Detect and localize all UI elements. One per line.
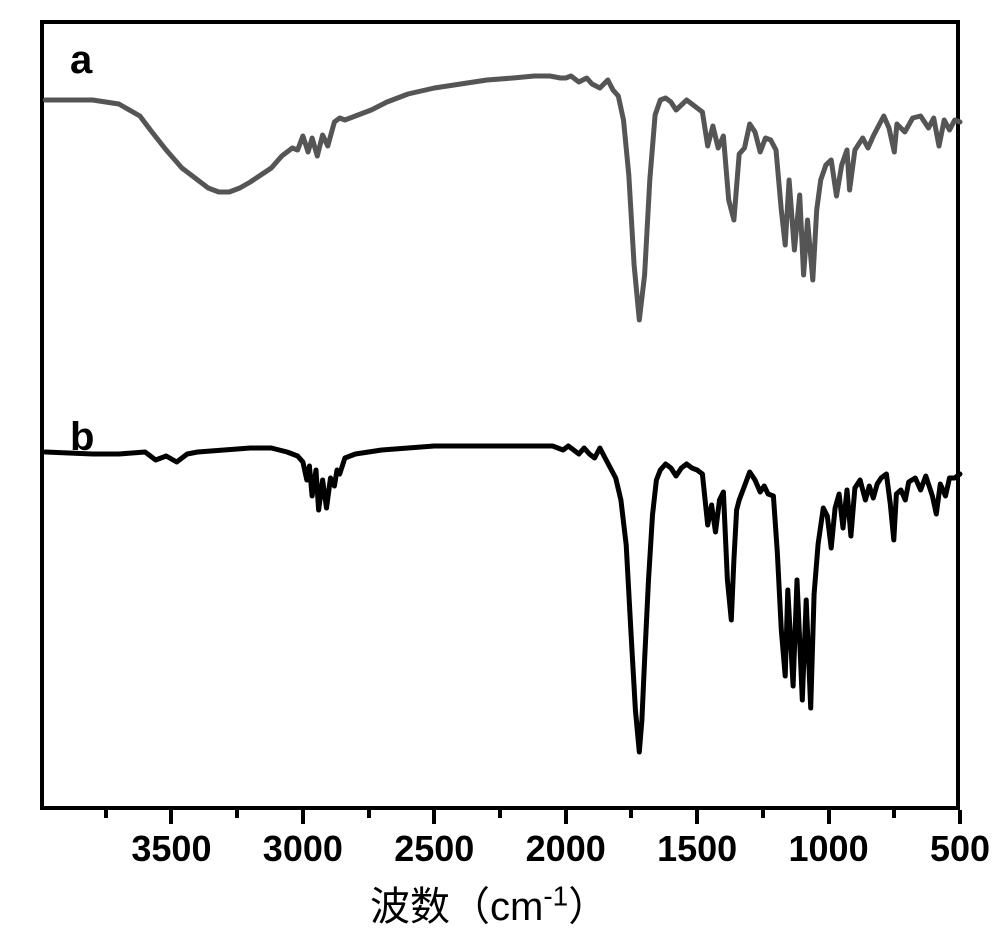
x-tick-label: 3500 — [131, 828, 211, 870]
x-tick-label: 2000 — [526, 828, 606, 870]
x-tick-minor — [367, 810, 371, 818]
x-axis-label: 波数（cm-1） — [370, 874, 608, 932]
x-axis-label-close: ） — [568, 885, 608, 929]
x-tick-label: 2500 — [394, 828, 474, 870]
x-tick-label: 3000 — [263, 828, 343, 870]
x-axis-label-text: 波数（cm — [370, 885, 543, 929]
x-tick-minor — [235, 810, 239, 818]
trace-label-b: b — [70, 415, 94, 460]
x-tick-label: 1500 — [657, 828, 737, 870]
x-tick-major — [827, 810, 831, 824]
x-tick-major — [432, 810, 436, 824]
x-tick-minor — [629, 810, 633, 818]
x-tick-minor — [104, 810, 108, 818]
x-tick-major — [169, 810, 173, 824]
spectrum-b — [40, 20, 960, 810]
x-axis-label-sup: -1 — [543, 881, 568, 912]
x-tick-major — [695, 810, 699, 824]
x-tick-major — [301, 810, 305, 824]
x-tick-major — [564, 810, 568, 824]
x-tick-label: 500 — [930, 828, 990, 870]
x-tick-label: 1000 — [789, 828, 869, 870]
x-tick-minor — [761, 810, 765, 818]
trace-label-a: a — [70, 38, 92, 83]
x-tick-major — [958, 810, 962, 824]
plot-area: a b — [40, 20, 960, 810]
ir-spectra-chart: a b 350030002500200015001000500 波数（cm-1） — [20, 20, 980, 918]
x-tick-minor — [498, 810, 502, 818]
x-tick-minor — [892, 810, 896, 818]
